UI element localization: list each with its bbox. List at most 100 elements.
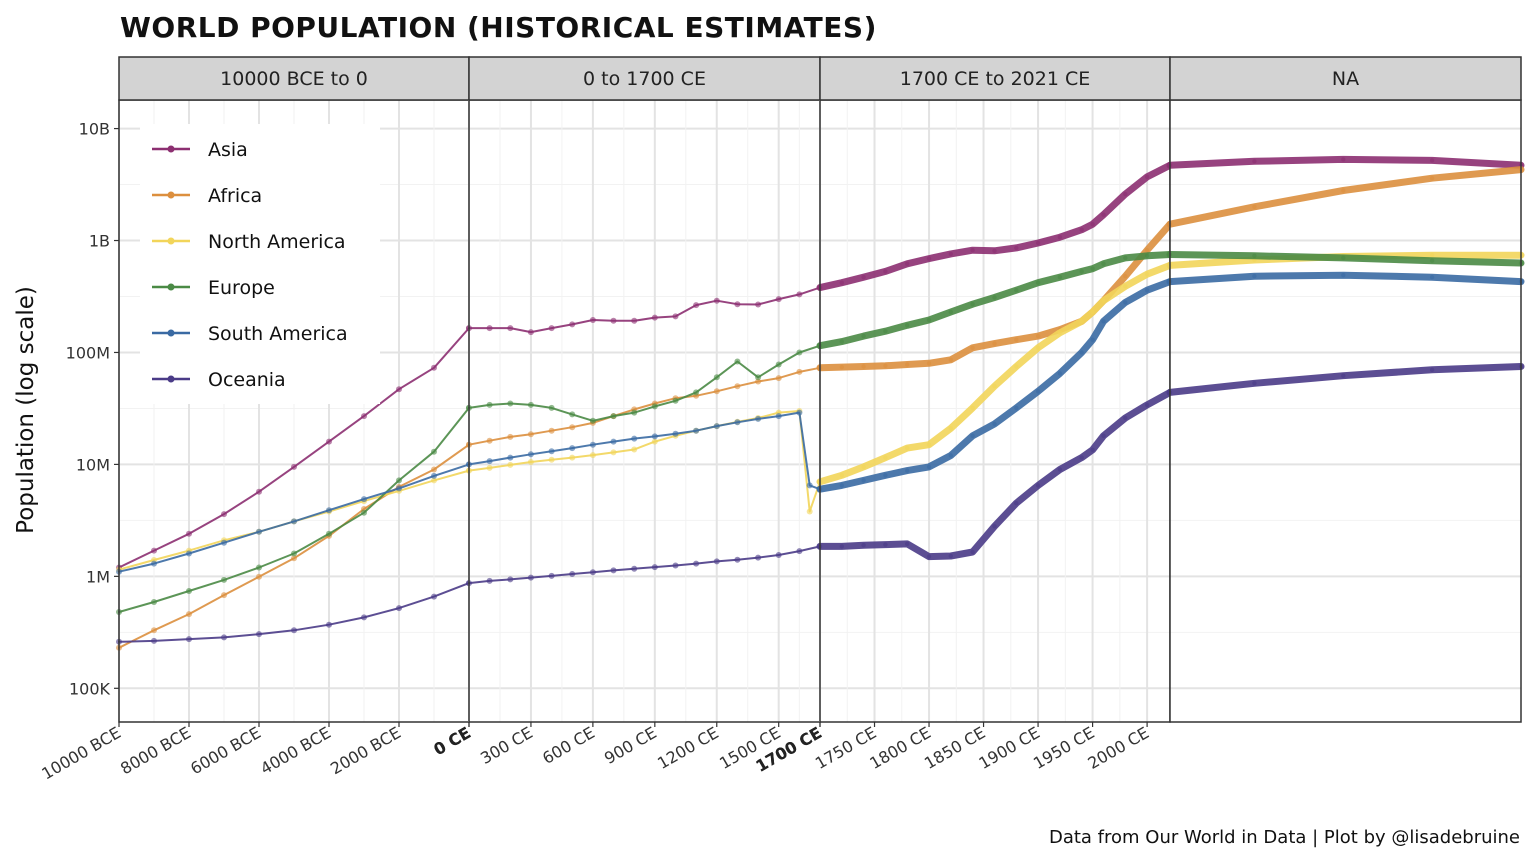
series-line-africa bbox=[468, 366, 821, 446]
data-point bbox=[796, 409, 803, 416]
data-point bbox=[326, 530, 332, 537]
data-point bbox=[861, 464, 866, 470]
data-point bbox=[186, 550, 192, 557]
data-point bbox=[839, 473, 844, 478]
data-point bbox=[796, 349, 803, 356]
data-point bbox=[221, 592, 227, 599]
data-point bbox=[589, 317, 596, 323]
data-point bbox=[883, 455, 888, 460]
data-point bbox=[361, 614, 367, 621]
data-point bbox=[486, 437, 493, 444]
legend-key-point bbox=[167, 145, 175, 153]
panel-background bbox=[820, 100, 1170, 722]
data-point bbox=[548, 456, 555, 463]
data-point bbox=[1429, 158, 1435, 163]
data-point bbox=[1123, 284, 1128, 289]
data-point bbox=[948, 309, 953, 315]
data-point bbox=[1057, 235, 1063, 240]
data-point bbox=[713, 558, 720, 565]
data-point bbox=[589, 441, 596, 448]
data-point bbox=[970, 248, 975, 253]
facet-strip-label: 0 to 1700 CE bbox=[583, 68, 706, 90]
y-tick-label: 100K bbox=[69, 679, 111, 698]
data-point bbox=[396, 485, 402, 492]
data-point bbox=[569, 321, 576, 328]
data-point bbox=[186, 611, 192, 618]
data-point bbox=[1144, 402, 1150, 408]
caption: Data from Our World in Data | Plot by @l… bbox=[1049, 827, 1520, 848]
data-point bbox=[1252, 274, 1257, 279]
data-point bbox=[1252, 159, 1257, 164]
facet-strip-label: NA bbox=[1332, 68, 1359, 90]
data-point bbox=[861, 333, 866, 339]
data-point bbox=[1341, 157, 1346, 162]
data-point bbox=[755, 301, 762, 308]
data-point bbox=[256, 488, 262, 495]
panel-background bbox=[1170, 100, 1521, 722]
data-point bbox=[291, 627, 297, 634]
data-point bbox=[1014, 337, 1019, 342]
data-point bbox=[992, 524, 997, 529]
data-point bbox=[548, 572, 555, 579]
x-tick-label: 2000 CE bbox=[1084, 723, 1152, 773]
data-point bbox=[1252, 204, 1257, 209]
data-point bbox=[1079, 350, 1084, 355]
data-point bbox=[1341, 373, 1346, 378]
data-point bbox=[1144, 174, 1150, 180]
data-point bbox=[1429, 176, 1435, 181]
data-point bbox=[186, 530, 192, 537]
data-point bbox=[1035, 333, 1041, 339]
series-line-oceania bbox=[816, 388, 1174, 561]
data-point bbox=[992, 248, 997, 253]
data-point bbox=[1101, 212, 1106, 217]
data-point bbox=[527, 459, 534, 465]
data-point bbox=[256, 564, 262, 571]
data-point bbox=[1252, 253, 1257, 258]
data-point bbox=[631, 435, 638, 442]
data-point bbox=[1123, 255, 1128, 261]
series-line-asia bbox=[816, 161, 1174, 292]
facet-strip-label: 10000 BCE to 0 bbox=[220, 68, 368, 90]
data-point bbox=[1014, 501, 1019, 506]
data-point bbox=[1090, 447, 1095, 452]
x-tick-label: 1850 CE bbox=[921, 723, 989, 773]
data-point bbox=[527, 401, 534, 408]
data-point bbox=[1090, 309, 1095, 315]
data-point bbox=[431, 466, 437, 473]
data-point bbox=[926, 361, 932, 366]
data-point bbox=[806, 482, 813, 489]
legend-label: Oceania bbox=[208, 369, 286, 391]
data-point bbox=[926, 317, 932, 323]
series-line-north-america bbox=[816, 261, 1174, 486]
data-point bbox=[256, 631, 262, 638]
data-point bbox=[1341, 255, 1346, 261]
data-point bbox=[970, 302, 975, 307]
data-point bbox=[926, 554, 932, 559]
facet-strip bbox=[819, 56, 1171, 101]
data-point bbox=[839, 339, 844, 344]
data-point bbox=[1123, 191, 1128, 197]
legend-item: Africa bbox=[152, 185, 262, 207]
data-point bbox=[527, 574, 534, 581]
data-point bbox=[734, 383, 741, 390]
data-point bbox=[1123, 274, 1128, 279]
data-point bbox=[507, 433, 514, 440]
data-point bbox=[713, 297, 720, 304]
data-point bbox=[970, 549, 975, 555]
data-point bbox=[221, 576, 227, 583]
legend-key-point bbox=[167, 329, 175, 337]
series-line-oceania bbox=[468, 545, 821, 585]
data-point bbox=[839, 483, 844, 488]
data-point bbox=[1014, 405, 1019, 411]
data-point bbox=[256, 573, 262, 580]
data-point bbox=[631, 317, 638, 324]
data-point bbox=[1429, 367, 1435, 372]
data-point bbox=[486, 458, 493, 465]
data-point bbox=[221, 511, 227, 518]
data-point bbox=[883, 329, 888, 334]
facet-panel: NA bbox=[1166, 56, 1525, 723]
facet-strip bbox=[1169, 56, 1522, 101]
data-point bbox=[734, 419, 741, 426]
